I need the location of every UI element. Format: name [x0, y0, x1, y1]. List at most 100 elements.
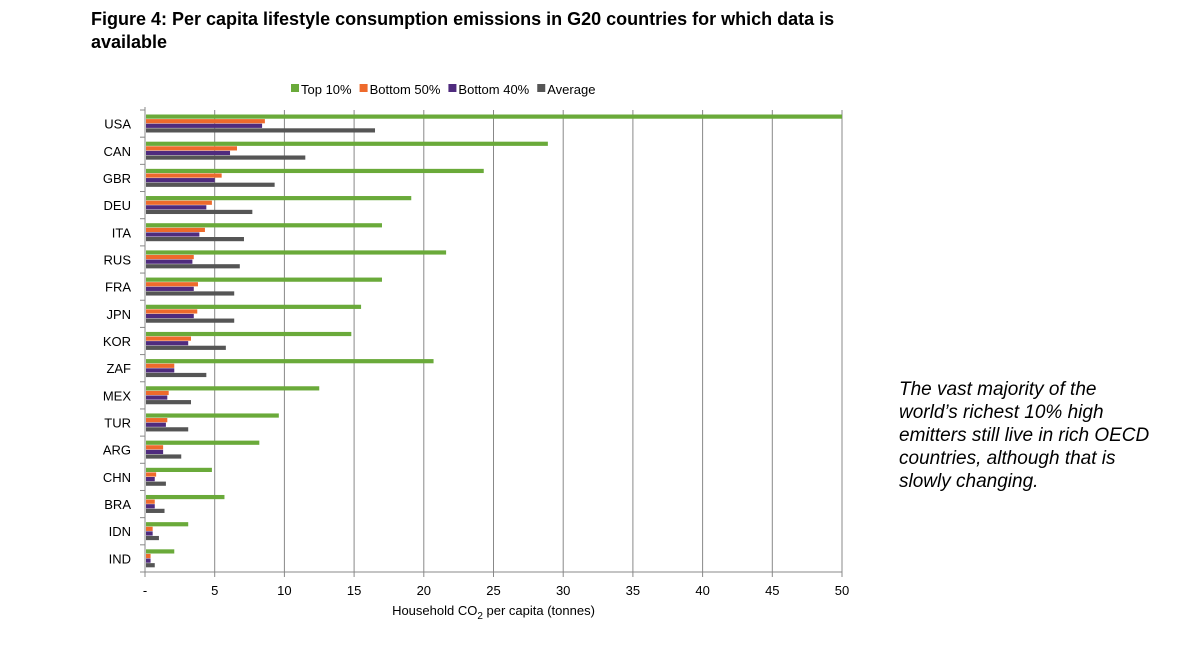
bar-average: [146, 454, 182, 459]
category-label: IDN: [109, 524, 131, 539]
x-tick-label: 10: [277, 583, 291, 598]
bar-average: [146, 400, 192, 405]
category-label: DEU: [104, 198, 131, 213]
bar-bottom-40-: [146, 150, 231, 156]
x-tick-label: -: [143, 583, 147, 598]
category-label: CHN: [103, 470, 131, 485]
category-label: KOR: [103, 334, 131, 349]
x-tick-label: 50: [835, 583, 849, 598]
bar-average: [146, 481, 166, 486]
legend-swatch: [448, 84, 457, 92]
category-label: BRA: [104, 497, 131, 512]
bar-top-10-: [146, 250, 447, 255]
bar-bottom-40-: [146, 313, 194, 319]
bar-average: [146, 508, 165, 513]
bar-top-10-: [146, 223, 382, 228]
bar-top-10-: [146, 277, 382, 282]
bar-top-10-: [146, 413, 279, 418]
bar-bottom-50-: [146, 146, 238, 151]
bar-bottom-50-: [146, 254, 194, 260]
bar-average: [146, 535, 159, 541]
x-tick-label: 45: [765, 583, 779, 598]
bar-bottom-40-: [146, 286, 194, 291]
legend-label: Top 10%: [301, 82, 352, 97]
bar-average: [146, 264, 240, 269]
bar-bottom-50-: [146, 282, 198, 287]
x-tick-label: 35: [626, 583, 640, 598]
bar-top-10-: [146, 467, 212, 472]
category-label: TUR: [104, 416, 131, 431]
bar-top-10-: [146, 386, 320, 391]
legend-label: Average: [547, 82, 595, 97]
x-tick-label: 40: [695, 583, 709, 598]
annotation-text: The vast majority of the world’s richest…: [899, 379, 1150, 492]
bar-bottom-50-: [146, 227, 205, 233]
x-tick-label: 20: [417, 583, 431, 598]
bar-bottom-40-: [146, 123, 263, 128]
bar-top-10-: [146, 168, 484, 174]
bar-bottom-50-: [146, 363, 175, 368]
bar-bottom-50-: [146, 200, 212, 205]
bar-average: [146, 128, 376, 133]
category-label: USA: [104, 117, 131, 132]
bar-top-10-: [146, 304, 362, 309]
bar-average: [146, 372, 207, 378]
bar-bottom-40-: [146, 504, 155, 509]
bar-bottom-40-: [146, 232, 200, 237]
x-tick-label: 15: [347, 583, 361, 598]
bar-bottom-50-: [146, 173, 222, 178]
legend-swatch: [359, 84, 368, 92]
bar-bottom-40-: [146, 368, 175, 373]
bar-bottom-50-: [146, 418, 168, 423]
bar-bottom-50-: [146, 553, 151, 559]
bar-bottom-50-: [146, 445, 164, 450]
bar-bottom-50-: [146, 309, 198, 314]
bar-bottom-50-: [146, 472, 157, 477]
bar-bottom-40-: [146, 476, 155, 482]
category-label: CAN: [104, 144, 131, 159]
bar-average: [146, 345, 226, 350]
bar-bottom-50-: [146, 336, 192, 341]
bar-top-10-: [146, 440, 260, 445]
bar-average: [146, 291, 235, 296]
bar-top-10-: [146, 196, 412, 201]
category-label: RUS: [104, 252, 132, 267]
bar-average: [146, 563, 155, 568]
bar-average: [146, 209, 253, 215]
bar-bottom-50-: [146, 119, 265, 124]
bar-average: [146, 427, 189, 432]
bar-bottom-40-: [146, 558, 151, 563]
bar-bottom-40-: [146, 395, 168, 400]
bar-bottom-50-: [146, 499, 155, 504]
bar-bottom-40-: [146, 449, 164, 455]
legend-label: Bottom 40%: [458, 82, 529, 97]
category-label: IND: [109, 551, 131, 566]
legend-label: Bottom 50%: [370, 82, 441, 97]
legend-swatch: [537, 84, 546, 92]
bar-bottom-40-: [146, 422, 166, 427]
bar-average: [146, 318, 235, 323]
category-label: ARG: [103, 443, 131, 458]
category-label: FRA: [105, 280, 131, 295]
figure-title: Figure 4: Per capita lifestyle consumpti…: [91, 9, 835, 52]
category-label: MEX: [103, 388, 132, 403]
bar-bottom-40-: [146, 341, 189, 346]
bar-average: [146, 182, 275, 187]
bar-top-10-: [146, 331, 352, 337]
bar-bottom-40-: [146, 178, 215, 183]
category-label: JPN: [106, 307, 131, 322]
category-label: ZAF: [106, 361, 131, 376]
legend-swatch: [291, 84, 299, 92]
bar-top-10-: [146, 141, 548, 146]
bar-top-10-: [146, 359, 434, 364]
x-tick-label: 5: [211, 583, 218, 598]
bar-bottom-50-: [146, 526, 153, 531]
x-tick-label: 30: [556, 583, 570, 598]
bar-top-10-: [146, 114, 842, 119]
category-label: GBR: [103, 171, 131, 186]
x-tick-label: 25: [486, 583, 500, 598]
bar-bottom-50-: [146, 390, 169, 396]
bar-top-10-: [146, 549, 175, 554]
category-label: ITA: [112, 225, 132, 240]
